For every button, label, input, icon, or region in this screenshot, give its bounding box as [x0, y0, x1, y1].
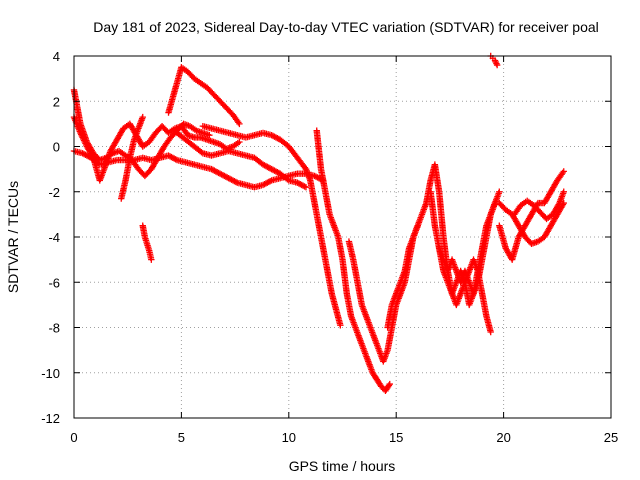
data-points [70, 52, 567, 395]
data-point [206, 131, 213, 139]
y-axis-label: SDTVAR / TECUs [5, 181, 21, 293]
data-point-interp [555, 201, 562, 208]
data-point [302, 184, 310, 191]
chart-title: Day 181 of 2023, Sidereal Day-to-day VTE… [93, 19, 599, 35]
data-point-interp [266, 177, 274, 185]
data-point [560, 168, 567, 175]
data-point [236, 138, 243, 146]
y-tick-label: -8 [48, 321, 60, 336]
data-point-interp [232, 178, 240, 186]
data-point [493, 61, 501, 69]
data-point [496, 188, 503, 195]
y-tick-label: -6 [48, 275, 60, 290]
x-tick-label: 20 [496, 430, 510, 445]
y-tick-label: 4 [53, 49, 60, 64]
data-point [236, 120, 243, 128]
data-point-interp [385, 382, 393, 389]
y-tick-label: -4 [48, 230, 60, 245]
x-tick-label: 15 [389, 430, 403, 445]
data-point-interp [301, 183, 308, 190]
y-tick-label: 0 [53, 140, 60, 155]
data-point [386, 380, 393, 388]
data-point [139, 113, 146, 121]
data-point [560, 188, 567, 195]
data-point [148, 256, 155, 263]
x-tick-label: 0 [70, 430, 77, 445]
data-point-interp [493, 60, 500, 67]
grid [74, 56, 611, 418]
data-point [487, 328, 494, 336]
y-tick-label: -10 [41, 366, 60, 381]
x-tick-label: 25 [604, 430, 618, 445]
x-tick-label: 10 [282, 430, 296, 445]
y-tick-label: -2 [48, 185, 60, 200]
x-tick-label: 5 [178, 430, 185, 445]
y-tick-label: 2 [53, 94, 60, 109]
data-point [337, 322, 344, 329]
data-point-interp [172, 156, 179, 163]
y-tick-label: -12 [41, 411, 60, 426]
x-axis-label: GPS time / hours [289, 458, 396, 474]
